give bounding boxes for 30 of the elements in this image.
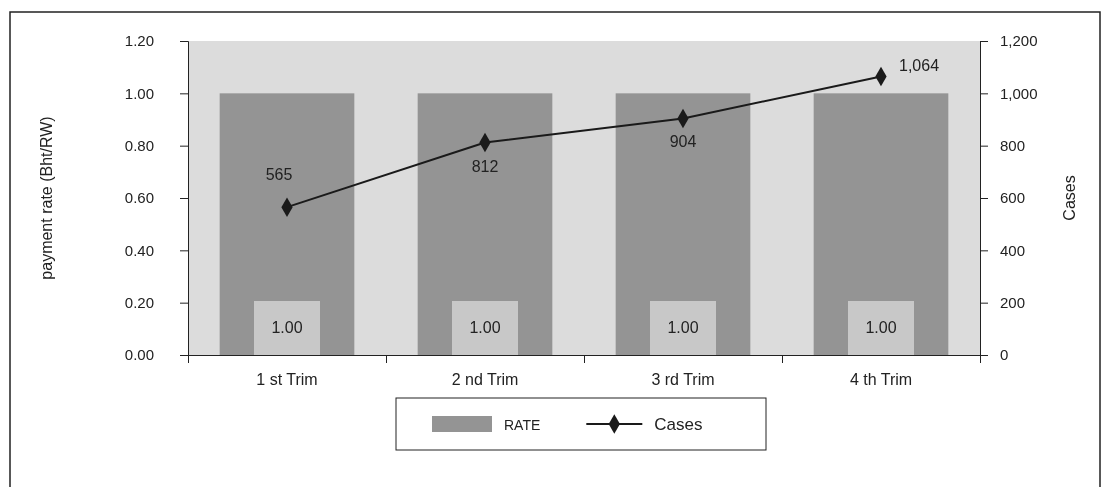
- y2-tick-label: 1,000: [1000, 84, 1038, 102]
- y-tick-label: 0.60: [124, 189, 154, 207]
- x-tick-label: 2 nd Trim: [451, 371, 519, 388]
- x-tick-label: 4 th Trim: [849, 371, 913, 388]
- data-label: 1.00: [271, 319, 303, 336]
- y2-axis-title: Cases: [1061, 175, 1078, 221]
- y-tick-label: 1.20: [124, 32, 154, 50]
- y2-tick-label: 400: [1000, 241, 1026, 259]
- data-label: 1.00: [469, 319, 501, 336]
- data-label: 565: [265, 166, 293, 184]
- data-label: 904: [669, 133, 697, 151]
- y-tick-label: 0.40: [124, 241, 154, 259]
- y-tick-label: 0.20: [124, 293, 154, 311]
- y-tick-label: 0.80: [124, 136, 154, 154]
- x-tick-label: 1 st Trim: [256, 371, 318, 388]
- y-tick-label: 0.00: [124, 346, 154, 364]
- y2-tick-label: 0: [1000, 346, 1009, 364]
- legend-label: Cases: [654, 415, 703, 434]
- y-axis-title: payment rate (Bht/RW): [38, 116, 55, 280]
- y2-tick-label: 200: [1000, 293, 1026, 311]
- y2-tick-label: 800: [1000, 136, 1026, 154]
- y2-tick-label: 600: [1000, 189, 1026, 207]
- data-label: 1.00: [865, 319, 897, 336]
- legend-label: RATE: [504, 417, 541, 433]
- data-label: 1,064: [899, 56, 940, 74]
- data-label: 812: [471, 157, 499, 175]
- data-label: 1.00: [667, 319, 699, 336]
- y-tick-label: 1.00: [124, 84, 154, 102]
- y2-tick-label: 1,200: [1000, 32, 1038, 50]
- x-tick-label: 3 rd Trim: [651, 371, 715, 388]
